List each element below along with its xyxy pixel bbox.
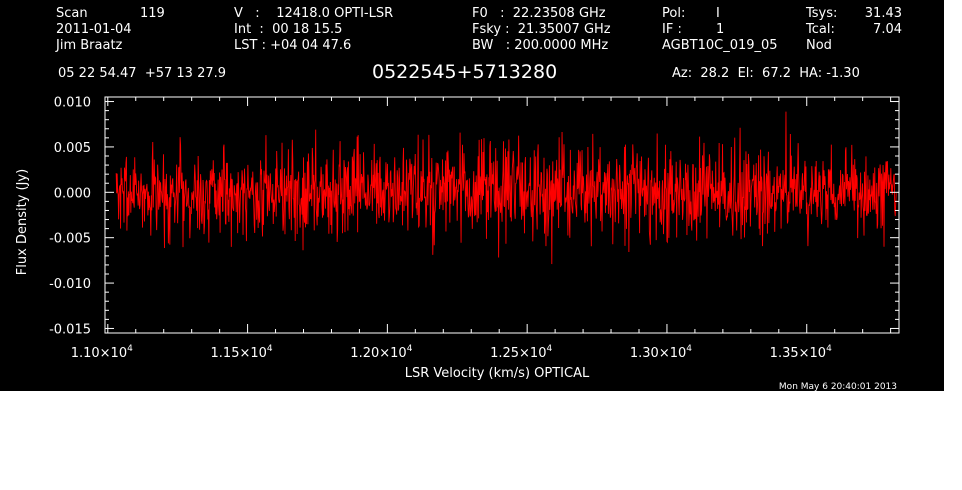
y-tick-label: 0.005 bbox=[54, 141, 91, 156]
x-tick-label: 1.10×104 bbox=[71, 344, 133, 361]
switching-mode: Nod bbox=[806, 38, 832, 53]
integration-line: Int : 00 18 15.5 bbox=[234, 22, 343, 37]
y-tick-label: -0.015 bbox=[49, 322, 91, 337]
rest-frequency-line: F0 : 22.23508 GHz bbox=[472, 6, 606, 21]
y-tick-label: 0.000 bbox=[54, 186, 91, 201]
x-tick-label: 1.20×104 bbox=[350, 344, 412, 361]
observer-name: Jim Braatz bbox=[56, 38, 123, 53]
tcal-value: 7.04 bbox=[873, 22, 902, 37]
y-tick-label: -0.010 bbox=[49, 277, 91, 292]
spectrum-chart: 0.010 0.005 0.000 -0.005 -0.010 -0.015 1.10×10… bbox=[15, 96, 900, 391]
source-coordinates: 05 22 54.47 +57 13 27.9 bbox=[58, 66, 227, 81]
az-el-ha-readout: Az: 28.2 El: 67.2 HA: -1.30 bbox=[672, 66, 860, 81]
tcal-label: Tcal: bbox=[806, 22, 835, 37]
sky-frequency-line: Fsky : 21.35007 GHz bbox=[472, 22, 611, 37]
x-tick-label: 1.15×104 bbox=[211, 344, 273, 361]
if-value: 1 bbox=[716, 22, 725, 37]
obs-date: 2011-01-04 bbox=[56, 22, 132, 37]
source-name: 0522545+5713280 bbox=[372, 61, 558, 83]
x-tick-label: 1.35×104 bbox=[770, 344, 832, 361]
tsys-label: Tsys: bbox=[806, 6, 838, 21]
x-tick-label: 1.30×104 bbox=[630, 344, 692, 361]
x-axis-label: LSR Velocity (km/s) OPTICAL bbox=[405, 366, 590, 381]
axes-layer: 0.010 0.005 0.000 -0.005 -0.010 -0.015 1.10×10… bbox=[49, 96, 899, 361]
plot-timestamp: Mon May 6 20:40:01 2013 bbox=[779, 382, 897, 391]
lst-line: LST : +04 04 47.6 bbox=[234, 38, 352, 53]
plot-frame bbox=[104, 96, 900, 334]
tsys-value: 31.43 bbox=[864, 6, 902, 21]
scan-value: 119 bbox=[140, 6, 165, 21]
spectrum-trace-layer bbox=[115, 111, 897, 265]
project-id: AGBT10C_019_05 bbox=[662, 38, 778, 53]
velocity-line: V : 12418.0 OPTI-LSR bbox=[234, 6, 394, 21]
pol-label: Pol: bbox=[662, 6, 686, 21]
spectrum-series-line bbox=[115, 111, 897, 265]
y-axis-label: Flux Density (Jy) bbox=[15, 169, 30, 275]
bandwidth-line: BW : 200.0000 MHz bbox=[472, 38, 609, 53]
scan-label: Scan bbox=[56, 6, 88, 21]
pol-value: I bbox=[716, 6, 720, 21]
y-tick-label: -0.005 bbox=[49, 232, 91, 247]
x-tick-label: 1.25×104 bbox=[490, 344, 552, 361]
y-tick-label: 0.010 bbox=[54, 96, 91, 111]
if-label: IF : bbox=[662, 22, 682, 37]
